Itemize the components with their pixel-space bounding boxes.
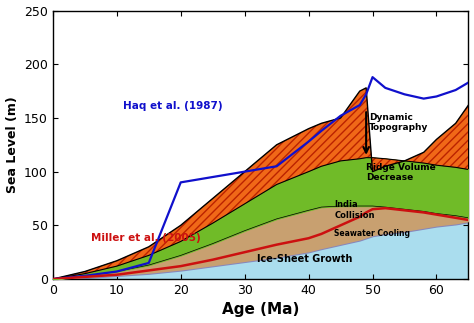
Text: Haq et al. (1987): Haq et al. (1987) [123, 101, 223, 111]
Text: Ridge Volume
Decrease: Ridge Volume Decrease [366, 163, 436, 182]
Text: Dynamic
Topography: Dynamic Topography [369, 113, 428, 132]
Text: Miller et al. (2005): Miller et al. (2005) [91, 234, 201, 244]
Text: Ice-Sheet Growth: Ice-Sheet Growth [257, 254, 353, 264]
Text: Seawater Cooling: Seawater Cooling [334, 229, 410, 238]
Text: India
Collision: India Collision [334, 200, 374, 220]
X-axis label: Age (Ma): Age (Ma) [222, 302, 300, 318]
Y-axis label: Sea Level (m): Sea Level (m) [6, 97, 18, 193]
